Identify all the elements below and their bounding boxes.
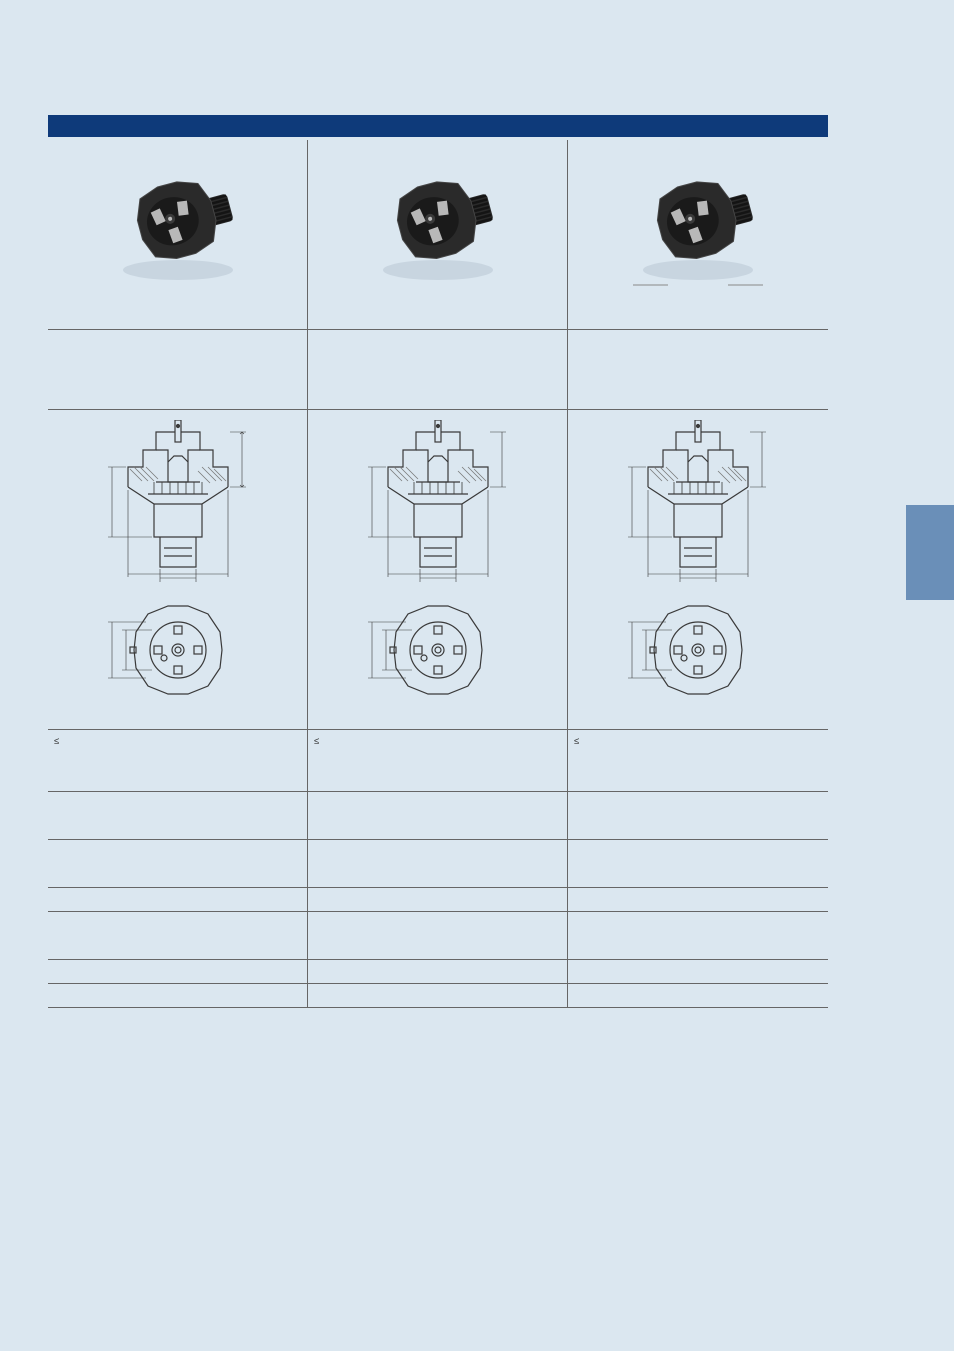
spec-row-insulation	[48, 888, 307, 912]
spec-row-voltage: ≤	[568, 730, 828, 792]
spec-row-material	[568, 984, 828, 1008]
product-column-1: ≤	[48, 140, 308, 1008]
spec-row-insulation	[568, 888, 828, 912]
spec-row-protection	[48, 912, 307, 960]
spec-row-contact	[568, 840, 828, 888]
technical-drawing-cell	[308, 410, 567, 730]
spec-row-current	[308, 792, 567, 840]
spec-row-protection	[568, 912, 828, 960]
product-column-2: ≤	[308, 140, 568, 1008]
spec-value: ≤	[54, 736, 59, 747]
technical-drawing	[328, 420, 548, 710]
spec-value: ≤	[574, 736, 579, 747]
page-content: ≤	[48, 0, 906, 1351]
spec-row-contact	[48, 840, 307, 888]
connector-photo	[613, 150, 783, 290]
product-image-cell	[48, 150, 307, 330]
connector-photo	[353, 150, 523, 290]
product-column-3: ≤	[568, 140, 828, 1008]
spec-row-temperature	[308, 960, 567, 984]
spec-row-voltage: ≤	[308, 730, 567, 792]
spec-row-temperature	[48, 960, 307, 984]
spec-row-contact	[308, 840, 567, 888]
spec-value: ≤	[314, 736, 319, 747]
technical-drawing	[588, 420, 808, 710]
spec-row-temperature	[568, 960, 828, 984]
product-image-cell	[568, 150, 828, 330]
product-image-cell	[308, 150, 567, 330]
spec-row-voltage: ≤	[48, 730, 307, 792]
spec-row-material	[308, 984, 567, 1008]
spec-row-material	[48, 984, 307, 1008]
product-label-cell	[568, 330, 828, 410]
section-title-bar	[48, 115, 828, 137]
technical-drawing	[68, 420, 288, 710]
product-label-cell	[308, 330, 567, 410]
side-index-tab	[906, 505, 954, 600]
spec-row-current	[48, 792, 307, 840]
product-label-cell	[48, 330, 307, 410]
technical-drawing-cell	[568, 410, 828, 730]
spec-row-current	[568, 792, 828, 840]
product-table: ≤	[48, 140, 828, 1008]
connector-photo	[93, 150, 263, 290]
spec-row-insulation	[308, 888, 567, 912]
spec-row-protection	[308, 912, 567, 960]
technical-drawing-cell	[48, 410, 307, 730]
